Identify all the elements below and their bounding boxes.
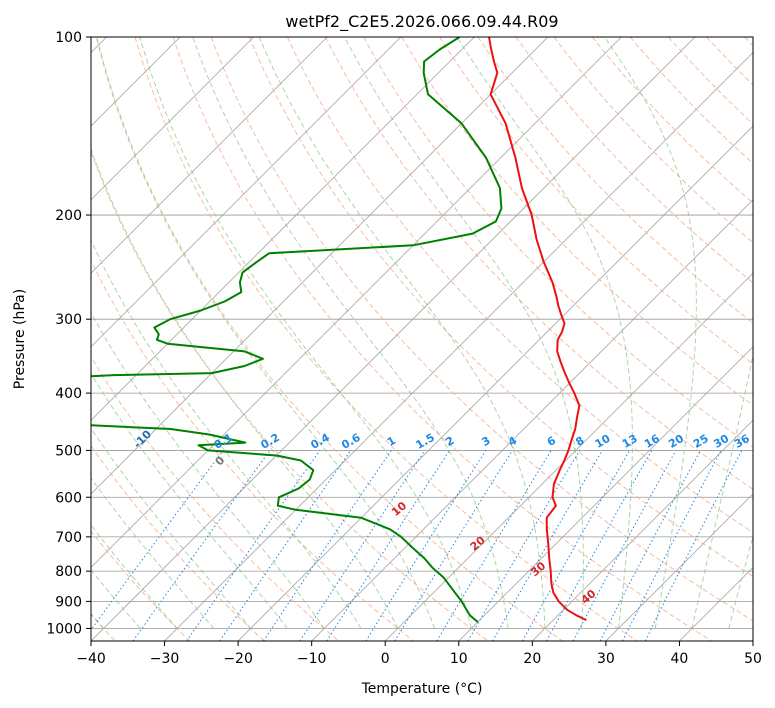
- background-lines: [91, 37, 753, 641]
- y-tick-label: 200: [55, 208, 82, 224]
- y-tick-label: 1000: [46, 621, 82, 637]
- mixing-ratio-line: [572, 450, 677, 641]
- x-tick-label: 30: [597, 651, 615, 667]
- axes: −40 −30 −20 −10 0 10 20 30 40 50 100 200 300 400 500 60…: [46, 30, 762, 667]
- x-tick-label: 0: [381, 651, 390, 667]
- dry-adiabat-line: [439, 37, 753, 365]
- dry-adiabat-line: [286, 37, 753, 534]
- dry-adiabat-line: [553, 37, 753, 244]
- sounding-lines: [91, 37, 587, 623]
- moist-adiabat-line: [258, 37, 546, 629]
- x-tick-label: 50: [744, 651, 762, 667]
- dry-adiabat-line: [91, 150, 489, 641]
- isotherm-line: [458, 346, 753, 641]
- x-tick-label: −30: [150, 651, 180, 667]
- mixing-ratio-line: [299, 450, 426, 641]
- x-tick-label: −20: [223, 651, 253, 667]
- mixing-ratio-line: [91, 450, 224, 631]
- isotherm-line: [605, 493, 753, 641]
- isotherm-line: [164, 51, 753, 641]
- dry-adiabat-line: [96, 37, 563, 641]
- dry-adiabat-line: [401, 37, 753, 406]
- y-tick-label: 100: [55, 30, 82, 46]
- moist-adiabat-line: [91, 147, 399, 629]
- dry-adiabat-line: [91, 530, 191, 641]
- mixing-ratio-line: [263, 450, 392, 641]
- moist-adiabat-line: [728, 534, 753, 629]
- moist-adiabat-line: [192, 37, 509, 629]
- isotherm-line: [91, 37, 475, 421]
- mixing-ratio-line: [326, 450, 451, 641]
- dry-adiabat-line: [515, 37, 753, 284]
- moist-adiabat-line: [139, 37, 472, 629]
- y-tick-label: 300: [55, 312, 82, 328]
- y-tick-label: 500: [55, 443, 82, 459]
- mixing-ratio-line: [522, 450, 631, 641]
- moist-adiabat-line: [91, 311, 325, 629]
- temperature-trace: [488, 37, 587, 621]
- mixing-ratio-line: [546, 450, 653, 641]
- chart-title: wetPf2_C2E5.2026.066.09.44.R09: [285, 12, 558, 32]
- isotherm-line: [532, 419, 753, 641]
- isotherm-line: [384, 272, 753, 641]
- isotherm-line: [91, 37, 549, 495]
- dry-adiabat-line: [91, 355, 340, 641]
- isotherm-line: [91, 37, 622, 569]
- dry-adiabat-line: [172, 37, 713, 641]
- mixing-ratio-line: [394, 450, 513, 641]
- isotherm-line: [91, 37, 696, 641]
- mixing-ratio-line: [132, 450, 271, 641]
- mixing-ratio-line: [644, 450, 743, 641]
- dry-adiabat-line: [363, 37, 753, 448]
- moist-adiabat-line: [456, 37, 633, 629]
- mixing-ratio-line: [186, 450, 321, 641]
- y-axis-title: Pressure (hPa): [12, 289, 28, 389]
- x-axis-title: Temperature (°C): [361, 681, 483, 697]
- y-tick-label: 700: [55, 530, 82, 546]
- isotherm-line: [752, 640, 753, 641]
- y-tick-label: 600: [55, 490, 82, 506]
- y-tick-label: 900: [55, 594, 82, 610]
- x-tick-label: 40: [671, 651, 689, 667]
- x-tick-label: −10: [297, 651, 327, 667]
- dry-adiabat-line: [210, 37, 753, 622]
- moist-adiabat-line: [343, 37, 584, 629]
- plot-area: [91, 37, 753, 641]
- dry-adiabat-line: [325, 37, 753, 490]
- y-tick-label: 400: [55, 386, 82, 402]
- x-tick-label: −40: [76, 651, 106, 667]
- x-tick-label: 20: [523, 651, 541, 667]
- dry-adiabat-line: [629, 37, 753, 165]
- dewpoint-trace: [91, 37, 503, 623]
- isotherm-line: [91, 37, 402, 348]
- dry-adiabat-line: [134, 37, 638, 641]
- dry-adiabat-line: [248, 37, 753, 577]
- plot-frame: [90, 36, 754, 642]
- isotherm-line: [91, 37, 254, 201]
- isotherm-line: [91, 37, 328, 274]
- moist-adiabat-line: [691, 352, 753, 629]
- moist-adiabat-line: [91, 239, 362, 629]
- moist-adiabat-line: [604, 37, 697, 629]
- x-tick-label: 10: [450, 651, 468, 667]
- y-tick-label: 800: [55, 564, 82, 580]
- mixing-ratio-line: [219, 450, 352, 641]
- isotherm-line: [237, 125, 753, 641]
- moist-adiabat-line: [95, 37, 435, 629]
